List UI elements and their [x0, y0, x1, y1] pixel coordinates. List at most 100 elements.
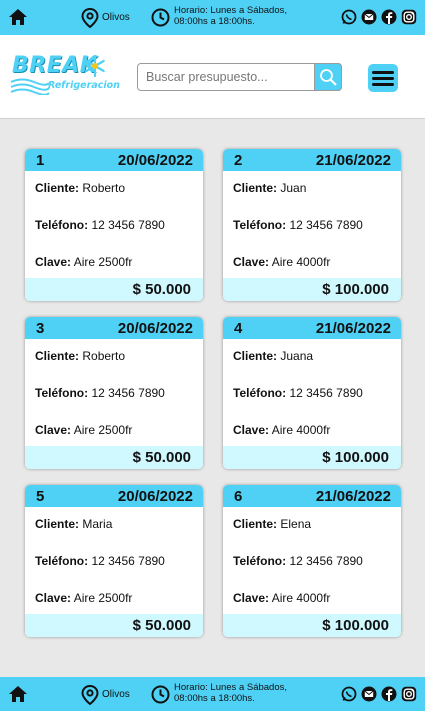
quote-card-header: 4 21/06/2022 [223, 317, 401, 339]
opening-hours: Horario: Lunes a Sábados, 08:00hs a 18:0… [174, 5, 304, 27]
location-icon [81, 8, 99, 28]
instagram-icon[interactable] [401, 9, 417, 25]
whatsapp-icon[interactable] [341, 9, 357, 25]
quote-card[interactable]: 3 20/06/2022 Cliente: Roberto Teléfono: … [25, 317, 203, 469]
opening-hours-line2: 08:00hs a 18:00hs. [174, 693, 255, 704]
key-value: Aire 4000fr [271, 255, 331, 269]
quote-client: Cliente: Roberto [35, 349, 125, 363]
key-label: Clave: [233, 591, 270, 605]
phone-label: Teléfono: [233, 218, 287, 232]
quote-card[interactable]: 6 21/06/2022 Cliente: Elena Teléfono: 12… [223, 485, 401, 637]
logo-swoosh-icon [10, 78, 50, 95]
home-icon[interactable] [8, 684, 28, 704]
quote-card[interactable]: 4 21/06/2022 Cliente: Juana Teléfono: 12… [223, 317, 401, 469]
quote-card-footer: $ 50.000 [25, 278, 203, 301]
key-value: Aire 4000fr [271, 423, 331, 437]
quote-card-footer: $ 100.000 [223, 614, 401, 637]
home-icon[interactable] [8, 7, 28, 27]
phone-label: Teléfono: [233, 554, 287, 568]
quote-number: 2 [234, 152, 243, 169]
key-value: Aire 2500fr [73, 255, 133, 269]
key-label: Clave: [35, 591, 72, 605]
top-contact-bar: Olivos Horario: Lunes a Sábados, 08:00hs… [0, 0, 425, 35]
phone-label: Teléfono: [233, 386, 287, 400]
logo-wordmark: BREAK [12, 53, 98, 78]
client-label: Cliente: [233, 517, 278, 531]
quote-phone: Teléfono: 12 3456 7890 [233, 386, 363, 400]
phone-value: 12 3456 7890 [91, 554, 165, 568]
opening-hours-line1: Horario: Lunes a Sábados, [174, 682, 288, 693]
email-icon[interactable] [361, 686, 377, 702]
quote-card-header: 2 21/06/2022 [223, 149, 401, 171]
quote-date: 21/06/2022 [315, 488, 391, 505]
quote-card[interactable]: 5 20/06/2022 Cliente: Maria Teléfono: 12… [25, 485, 203, 637]
key-value: Aire 2500fr [73, 423, 133, 437]
site-header: BREAK Refrigeracion [0, 35, 425, 119]
clock-icon [151, 8, 170, 27]
client-value: Elena [280, 517, 312, 531]
key-label: Clave: [35, 423, 72, 437]
quote-card-footer: $ 50.000 [25, 446, 203, 469]
quote-date: 20/06/2022 [117, 152, 193, 169]
quote-date: 20/06/2022 [117, 488, 193, 505]
quote-date: 21/06/2022 [315, 320, 391, 337]
quote-key: Clave: Aire 4000fr [233, 591, 330, 605]
quote-client: Cliente: Juana [233, 349, 313, 363]
client-label: Cliente: [233, 181, 278, 195]
key-label: Clave: [233, 255, 270, 269]
client-label: Cliente: [35, 517, 80, 531]
search-box [137, 63, 342, 91]
menu-button[interactable] [368, 64, 398, 92]
quote-card-header: 1 20/06/2022 [25, 149, 203, 171]
quote-card-header: 5 20/06/2022 [25, 485, 203, 507]
quote-card-header: 3 20/06/2022 [25, 317, 203, 339]
logo-subtitle: Refrigeracion [48, 80, 120, 91]
brand-logo[interactable]: BREAK Refrigeracion [10, 53, 120, 97]
quote-client: Cliente: Maria [35, 517, 112, 531]
quote-phone: Teléfono: 12 3456 7890 [35, 554, 165, 568]
phone-value: 12 3456 7890 [289, 554, 363, 568]
phone-value: 12 3456 7890 [289, 218, 363, 232]
quote-number: 5 [36, 488, 45, 505]
quote-phone: Teléfono: 12 3456 7890 [35, 386, 165, 400]
client-label: Cliente: [233, 349, 278, 363]
opening-hours-line1: Horario: Lunes a Sábados, [174, 5, 288, 16]
quote-key: Clave: Aire 2500fr [35, 255, 132, 269]
snowflake-icon [85, 55, 105, 77]
quote-number: 1 [36, 152, 45, 169]
search-button[interactable] [314, 63, 342, 91]
quote-phone: Teléfono: 12 3456 7890 [233, 554, 363, 568]
quote-number: 3 [36, 320, 45, 337]
client-value: Roberto [82, 349, 126, 363]
client-value: Juana [280, 349, 314, 363]
client-value: Roberto [82, 181, 126, 195]
phone-label: Teléfono: [35, 218, 89, 232]
phone-label: Teléfono: [35, 386, 89, 400]
instagram-icon[interactable] [401, 686, 417, 702]
whatsapp-icon[interactable] [341, 686, 357, 702]
opening-hours-line2: 08:00hs a 18:00hs. [174, 16, 255, 27]
location-text: Olivos [102, 12, 130, 23]
facebook-icon[interactable] [381, 686, 397, 702]
quote-date: 21/06/2022 [315, 152, 391, 169]
quote-key: Clave: Aire 4000fr [233, 423, 330, 437]
email-icon[interactable] [361, 9, 377, 25]
search-icon [320, 69, 337, 86]
facebook-icon[interactable] [381, 9, 397, 25]
quote-client: Cliente: Roberto [35, 181, 125, 195]
key-label: Clave: [35, 255, 72, 269]
quote-card[interactable]: 2 21/06/2022 Cliente: Juan Teléfono: 12 … [223, 149, 401, 301]
key-label: Clave: [233, 423, 270, 437]
quote-price: $ 50.000 [132, 617, 191, 634]
quote-card[interactable]: 1 20/06/2022 Cliente: Roberto Teléfono: … [25, 149, 203, 301]
quote-price: $ 50.000 [132, 281, 191, 298]
quote-card-header: 6 21/06/2022 [223, 485, 401, 507]
quote-price: $ 100.000 [322, 449, 389, 466]
client-value: Juan [280, 181, 307, 195]
client-label: Cliente: [35, 349, 80, 363]
search-input[interactable] [146, 67, 306, 87]
quote-number: 6 [234, 488, 243, 505]
quote-card-footer: $ 100.000 [223, 446, 401, 469]
key-value: Aire 2500fr [73, 591, 133, 605]
quote-price: $ 100.000 [322, 617, 389, 634]
